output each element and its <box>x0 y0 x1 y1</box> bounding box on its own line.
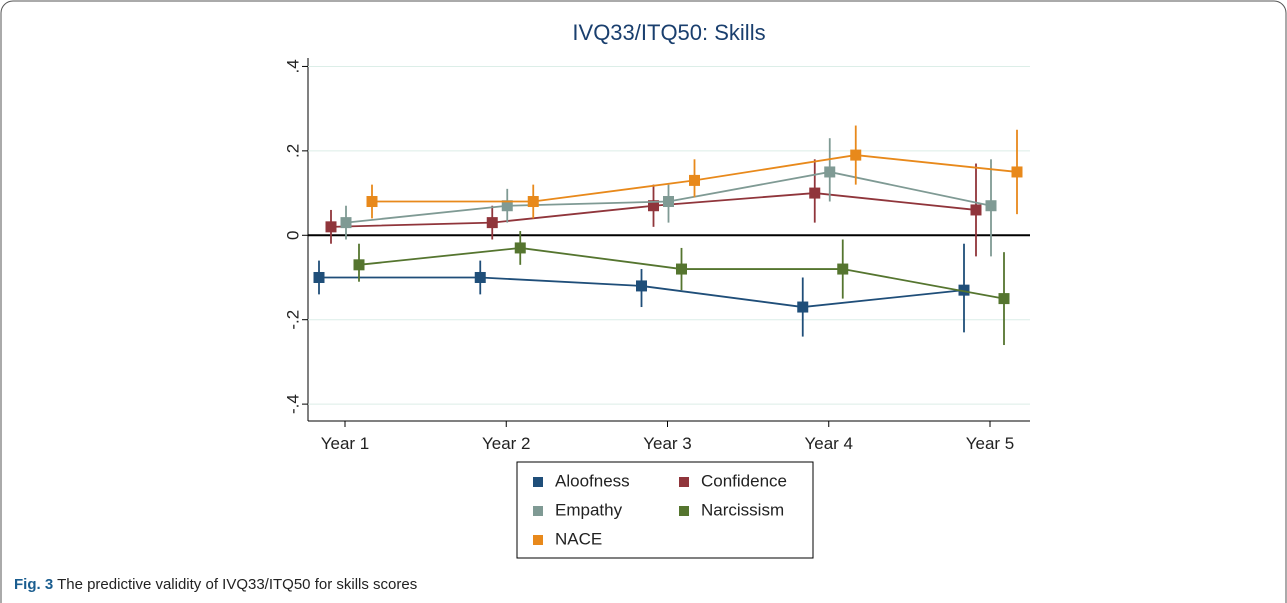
marker <box>850 149 862 161</box>
legend-label: Confidence <box>701 471 787 490</box>
legend-swatch <box>533 477 543 487</box>
marker <box>663 196 674 208</box>
marker <box>689 174 700 186</box>
legend-swatch <box>679 477 689 487</box>
legend-swatch <box>533 506 543 516</box>
marker <box>837 263 849 275</box>
marker <box>648 200 659 212</box>
caption-label: Fig. 3 <box>14 576 54 593</box>
legend-label: NACE <box>555 529 602 548</box>
marker <box>486 217 498 229</box>
legend-label: Empathy <box>555 500 623 519</box>
y-tick-label: 0 <box>283 231 302 240</box>
x-tick-label: Year 2 <box>482 434 531 453</box>
marker <box>1011 166 1023 178</box>
marker <box>809 187 821 199</box>
y-tick-label: .4 <box>283 59 302 73</box>
marker <box>340 217 352 229</box>
y-tick-label: .2 <box>283 144 302 158</box>
x-tick-label: Year 5 <box>966 434 1015 453</box>
x-tick-label: Year 3 <box>643 434 692 453</box>
legend-swatch <box>679 506 689 516</box>
caption-text: The predictive validity of IVQ33/ITQ50 f… <box>57 576 418 593</box>
marker <box>313 271 325 283</box>
marker <box>325 221 337 233</box>
marker <box>353 259 365 271</box>
marker <box>527 196 539 208</box>
legend-swatch <box>533 535 543 545</box>
marker <box>958 284 970 296</box>
marker <box>824 166 836 178</box>
marker <box>676 263 687 275</box>
marker <box>366 196 378 208</box>
marker <box>514 242 526 254</box>
marker <box>797 301 809 313</box>
x-tick-label: Year 1 <box>321 434 370 453</box>
marker <box>636 280 647 292</box>
marker <box>501 200 513 212</box>
marker <box>474 271 486 283</box>
caption: Fig. 3 The predictive validity of IVQ33/… <box>14 576 417 593</box>
x-tick-label: Year 4 <box>804 434 853 453</box>
chart-title: IVQ33/ITQ50: Skills <box>572 20 765 45</box>
legend-label: Aloofness <box>555 471 630 490</box>
marker <box>985 200 997 212</box>
legend-label: Narcissism <box>701 500 784 519</box>
marker <box>998 293 1010 305</box>
legend-box <box>516 461 814 559</box>
y-tick-label: -.4 <box>283 394 302 414</box>
y-tick-label: -.2 <box>283 310 302 330</box>
marker <box>970 204 982 216</box>
